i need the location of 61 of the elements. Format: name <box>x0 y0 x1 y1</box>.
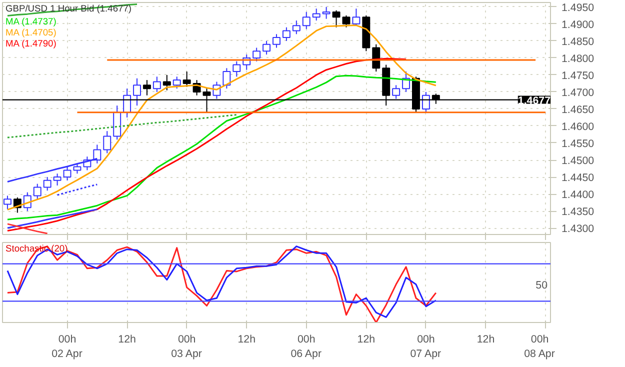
candlestick <box>182 71 191 88</box>
x-tick-label: 12h <box>357 334 376 346</box>
y-tick-label: 1.4500 <box>562 155 594 167</box>
y-tick-label: 1.4900 <box>562 18 594 31</box>
text: MA (1.4737) <box>6 16 56 26</box>
candlestick <box>222 68 231 90</box>
candlestick <box>272 34 280 48</box>
annotation: 50 <box>536 279 548 292</box>
text: MA (1.4705) <box>6 28 56 38</box>
candlestick <box>152 76 161 92</box>
y-tick-label: 1.4600 <box>562 120 594 133</box>
candlestick <box>322 6 330 20</box>
candlestick <box>103 130 112 154</box>
x-tick-label: 00h 03 Apr <box>171 334 202 360</box>
candlestick <box>302 12 310 30</box>
candlestick <box>312 8 320 22</box>
line-series <box>6 208 98 229</box>
candlestick <box>73 162 82 174</box>
candlestick <box>372 44 380 72</box>
candlestick <box>3 195 12 210</box>
y-tick-label: 1.4800 <box>562 52 594 65</box>
ref-line-label: 1.4677 <box>518 94 551 107</box>
x-tick-label: 00h 07 Apr <box>410 334 442 360</box>
x-tick-label: 12h <box>238 334 256 346</box>
x-tick-label: 00h 02 Apr <box>52 334 83 360</box>
candlestick <box>392 84 400 100</box>
x-tick-label: 12h <box>476 334 495 346</box>
y-tick-label: 1.4850 <box>562 36 594 48</box>
candlestick <box>352 8 360 26</box>
candlestick <box>142 80 151 96</box>
y-tick-label: 1.4450 <box>562 172 594 184</box>
candlestick <box>292 20 300 35</box>
candlestick <box>33 183 42 200</box>
candlestick <box>43 176 52 192</box>
candlestick <box>232 60 241 78</box>
x-tick-label: 12h <box>118 334 136 346</box>
line-series <box>56 184 98 196</box>
candlestick <box>282 26 290 42</box>
candlestick <box>332 10 340 28</box>
y-tick-label: 1.4650 <box>562 104 594 116</box>
line-series <box>6 223 48 234</box>
y-tick-label: 1.4350 <box>562 206 594 218</box>
candlestick <box>342 14 350 28</box>
y-tick-label: 1.4750 <box>562 70 594 82</box>
candlestick <box>53 173 62 186</box>
line-series <box>6 74 437 220</box>
text: MA (1.4790) <box>6 38 56 48</box>
x-tick-label: 00h 06 Apr <box>290 334 322 360</box>
y-tick-label: 1.4300 <box>562 223 594 236</box>
candlestick <box>162 74 171 91</box>
candlestick <box>252 47 261 62</box>
candlestick <box>113 105 122 140</box>
candlestick <box>133 78 141 106</box>
x-tick-label: 00h 08 Apr <box>524 334 556 360</box>
candlestick <box>172 76 181 90</box>
candlestick <box>262 40 271 56</box>
y-tick-label: 1.4550 <box>562 138 594 150</box>
y-tick-label: 1.4950 <box>562 2 594 14</box>
line-series <box>6 114 238 138</box>
y-tick-label: 1.4400 <box>562 189 594 202</box>
y-tick-label: 1.4700 <box>562 86 594 99</box>
